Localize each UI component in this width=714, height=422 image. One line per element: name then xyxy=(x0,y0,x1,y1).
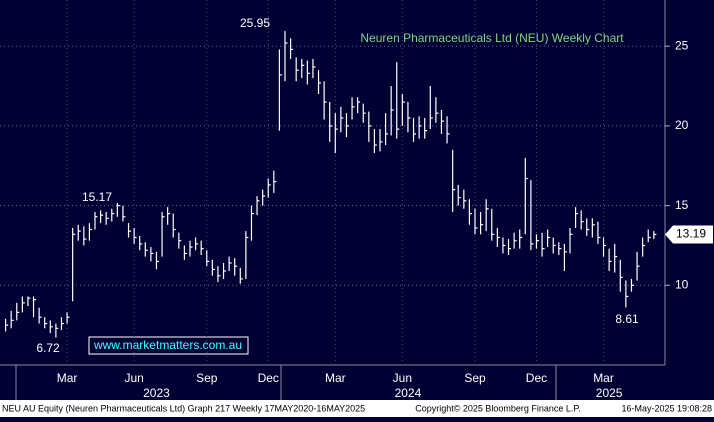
footer-date: 16-May-2025 19:08:28 xyxy=(621,403,712,413)
y-tick-label: 20 xyxy=(675,118,689,132)
footer-bar xyxy=(0,400,714,417)
x-tick-label: Sep xyxy=(464,371,486,385)
footer-left: NEU AU Equity (Neuren Pharmaceuticals Lt… xyxy=(2,403,365,413)
y-tick-label: 15 xyxy=(675,198,689,212)
last-price-box xyxy=(665,225,713,244)
x-tick-label: Jun xyxy=(124,371,143,385)
x-year-label: 2025 xyxy=(596,386,623,400)
x-tick-label: Sep xyxy=(196,371,218,385)
annotation: 15.17 xyxy=(82,190,112,204)
chart-title: Neuren Pharmaceuticals Ltd (NEU) Weekly … xyxy=(360,31,624,45)
y-tick-label: 10 xyxy=(675,277,689,291)
last-price: 13.19 xyxy=(676,227,706,241)
annotation: 25.95 xyxy=(240,16,270,30)
x-tick-label: Dec xyxy=(526,371,547,385)
annotation: 6.72 xyxy=(36,341,60,355)
annotation: 8.61 xyxy=(615,312,639,326)
x-year-label: 2024 xyxy=(395,386,422,400)
footer-copyright: Copyright© 2025 Bloomberg Finance L.P. xyxy=(415,403,581,413)
x-tick-label: Mar xyxy=(57,371,78,385)
x-tick-label: Mar xyxy=(325,371,346,385)
watermark-box xyxy=(88,336,249,355)
x-tick-label: Jun xyxy=(393,371,412,385)
x-tick-label: Mar xyxy=(593,371,614,385)
watermark: www.marketmatters.com.au xyxy=(93,338,242,352)
x-tick-label: Dec xyxy=(258,371,279,385)
y-tick-label: 25 xyxy=(675,38,689,52)
x-year-label: 2023 xyxy=(143,386,170,400)
